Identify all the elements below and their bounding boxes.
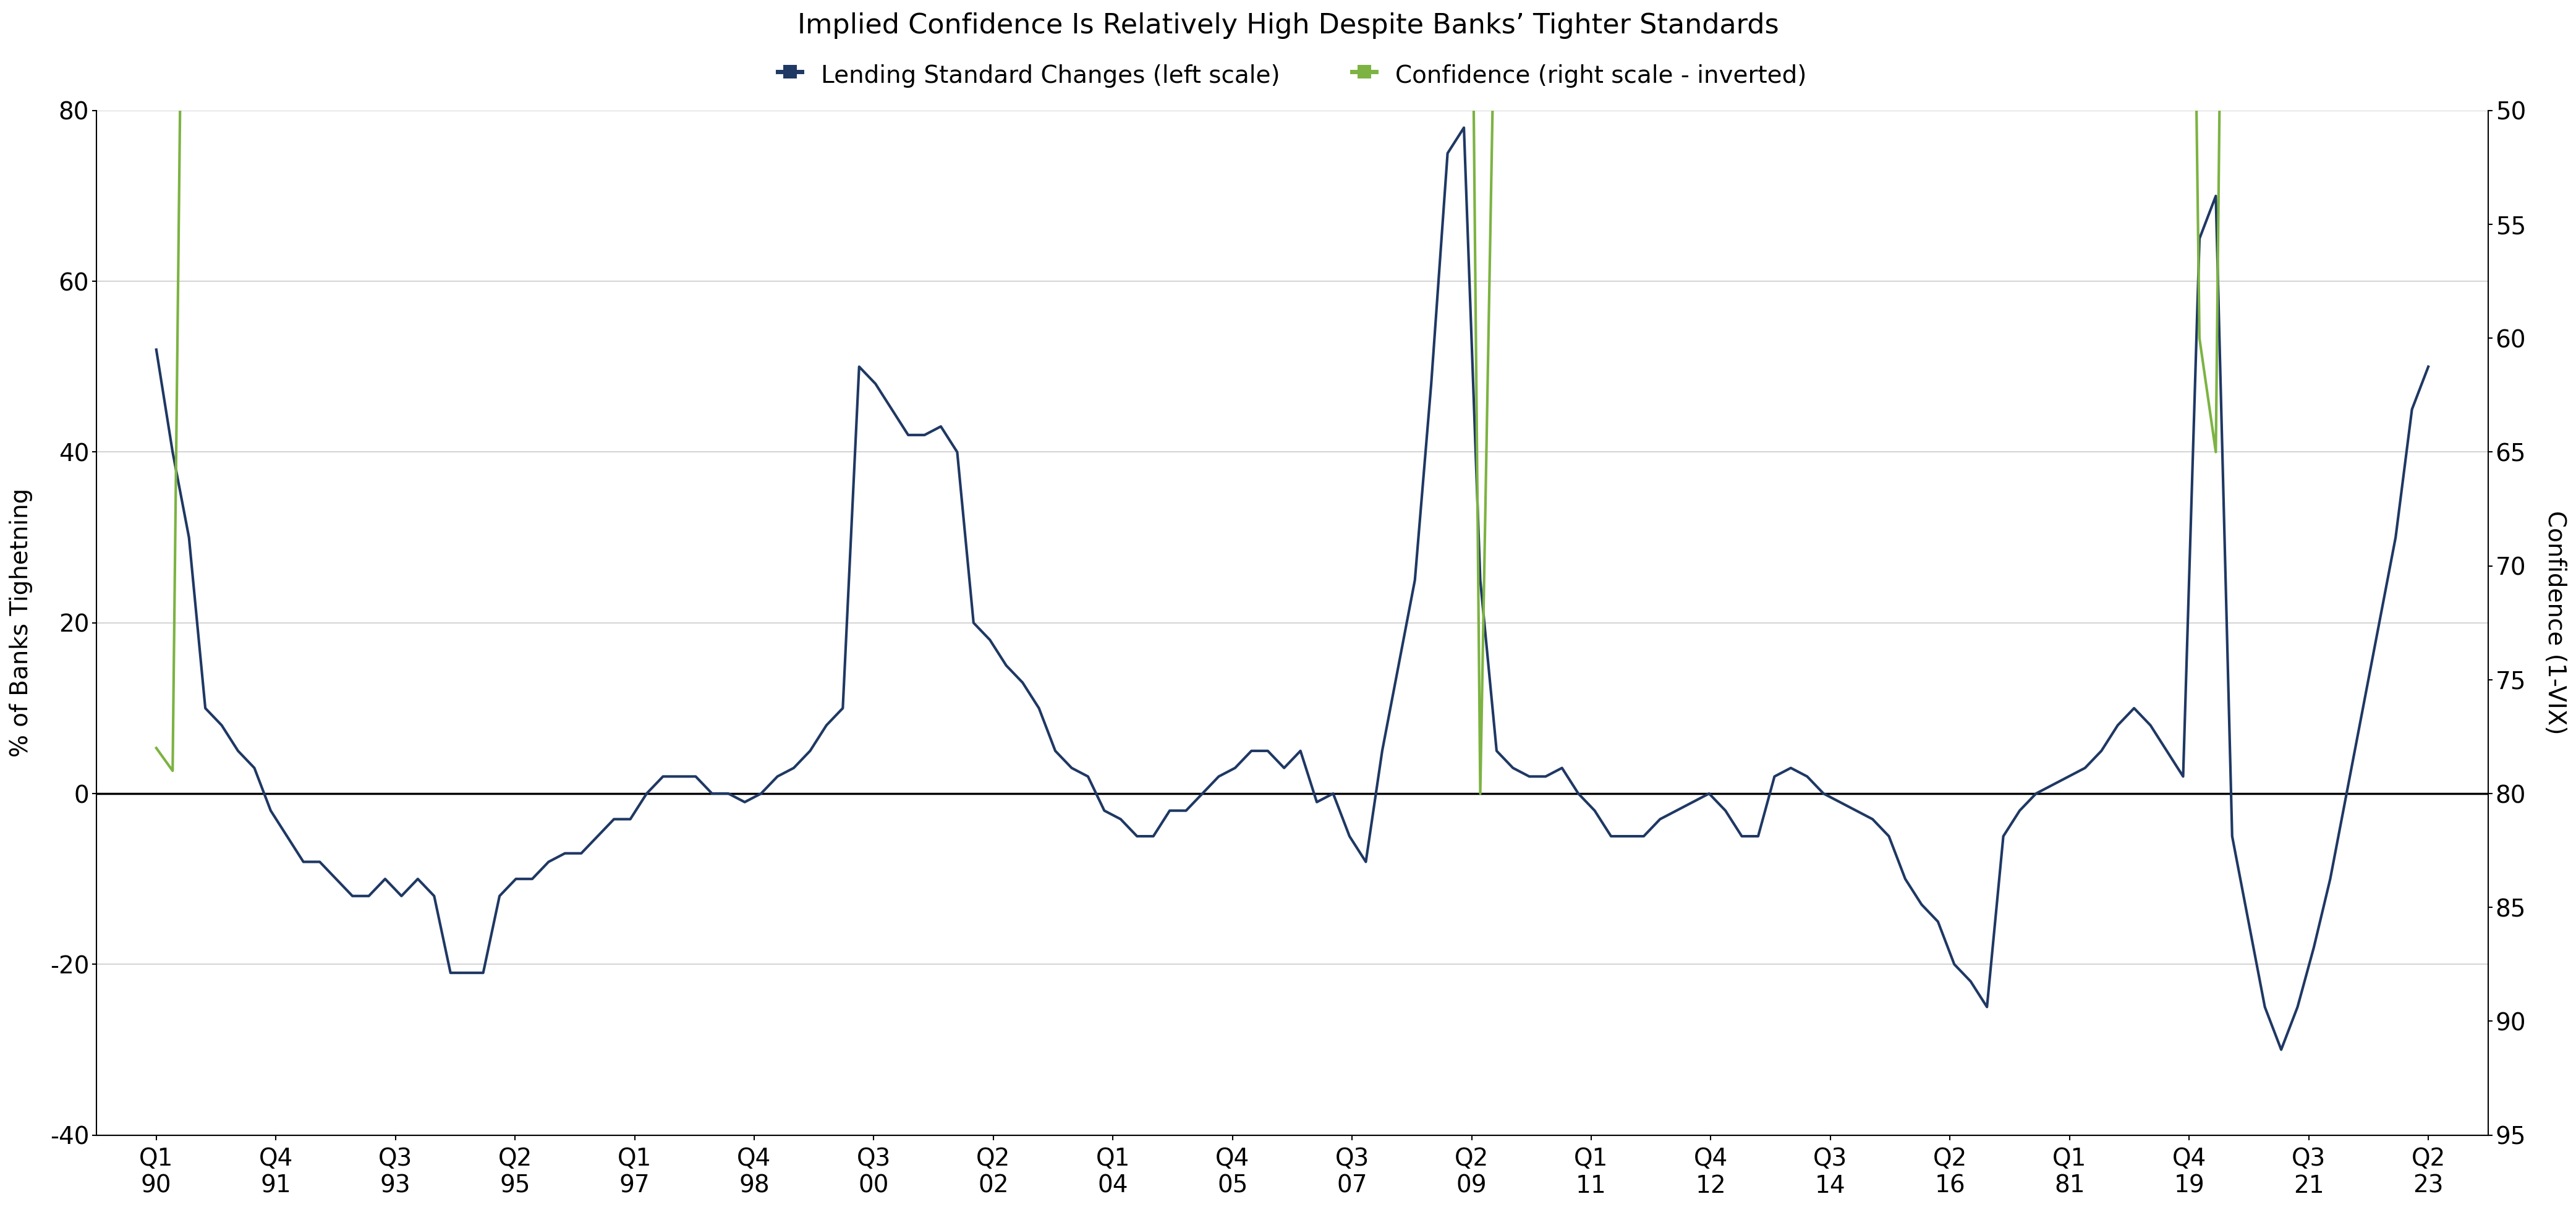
Y-axis label: % of Banks Tighetning: % of Banks Tighetning: [10, 489, 33, 757]
Text: Implied Confidence Is Relatively High Despite Banks’ Tighter Standards: Implied Confidence Is Relatively High De…: [799, 12, 1777, 39]
Legend: Lending Standard Changes (left scale), Confidence (right scale - inverted): Lending Standard Changes (left scale), C…: [768, 51, 1816, 99]
Y-axis label: Confidence (1-VIX): Confidence (1-VIX): [2543, 511, 2566, 735]
